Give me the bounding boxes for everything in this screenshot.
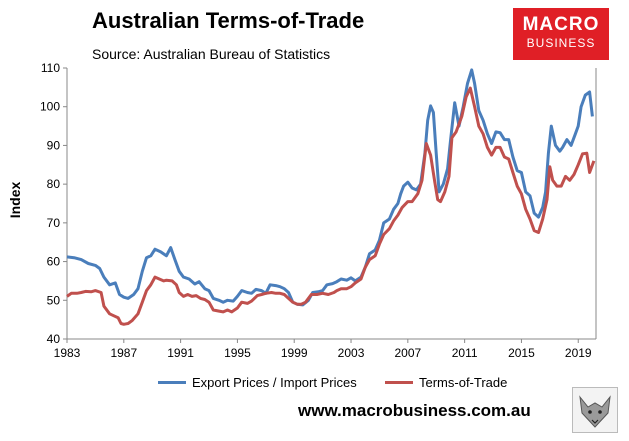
macrobusiness-logo: MACRO BUSINESS [513, 8, 609, 60]
x-tick-label: 1999 [281, 346, 308, 360]
y-tick-label: 40 [47, 332, 61, 346]
x-tick-label: 1987 [110, 346, 137, 360]
x-tick-label: 2003 [338, 346, 365, 360]
website-url: www.macrobusiness.com.au [298, 401, 531, 420]
y-tick-label: 90 [47, 138, 61, 152]
x-tick-label: 2019 [565, 346, 592, 360]
legend-label-export-import: Export Prices / Import Prices [192, 375, 357, 390]
y-tick-label: 60 [47, 255, 61, 269]
y-tick-label: 70 [47, 216, 61, 230]
series-line-terms-of-trade [66, 86, 596, 326]
x-tick-label: 1983 [54, 346, 81, 360]
legend-item-export-import: Export Prices / Import Prices [158, 375, 357, 390]
x-tick-label: 2015 [508, 346, 535, 360]
legend-swatch-terms-of-trade [385, 381, 413, 384]
brand-line1: MACRO [522, 14, 600, 35]
y-tick-label: 50 [47, 293, 61, 307]
wolf-logo-icon [572, 387, 618, 433]
y-tick-label: 80 [47, 177, 61, 191]
x-tick-label: 2011 [452, 346, 478, 360]
y-tick-label: 100 [40, 100, 60, 114]
y-tick-label: 110 [41, 61, 60, 75]
series-line-export-import [66, 68, 594, 307]
chart-axes: 40 50 60 70 80 90 100 110 1983 1987 1991 1995 1999 20… [40, 61, 597, 360]
chart-series [66, 68, 596, 326]
x-tick-label: 1995 [224, 346, 251, 360]
x-tick-label: 2007 [394, 346, 421, 360]
x-tick-label: 1991 [167, 346, 194, 360]
chart-title: Australian Terms-of-Trade [92, 8, 365, 33]
legend-item-terms-of-trade: Terms-of-Trade [385, 375, 507, 390]
brand-line2: BUSINESS [526, 36, 596, 50]
y-axis-label: Index [7, 182, 23, 219]
chart-subtitle: Source: Australian Bureau of Statistics [92, 46, 331, 62]
legend-swatch-export-import [158, 381, 186, 384]
legend-label-terms-of-trade: Terms-of-Trade [419, 375, 508, 390]
